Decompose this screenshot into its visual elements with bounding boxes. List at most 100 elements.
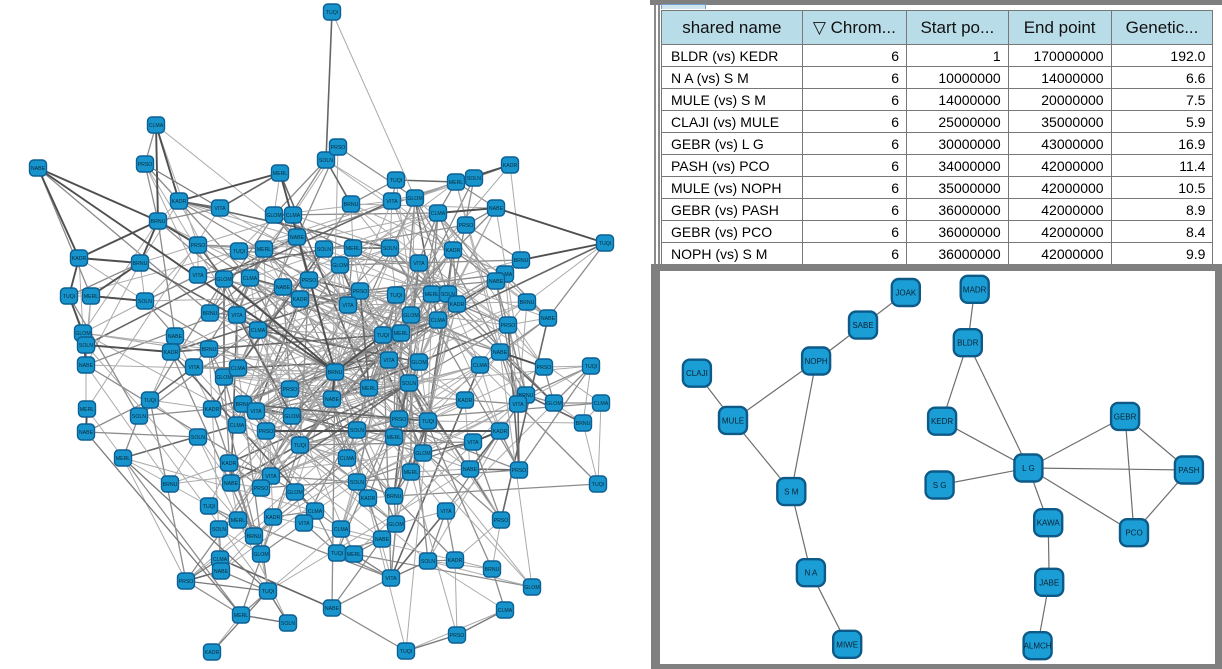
svg-text:MERL: MERL (84, 294, 99, 300)
svg-text:KADR: KADR (293, 297, 308, 303)
svg-text:GLOM: GLOM (403, 313, 418, 319)
svg-text:PRSO: PRSO (494, 518, 509, 524)
svg-text:GLOM: GLOM (407, 196, 422, 202)
svg-text:L G: L G (1022, 464, 1035, 473)
svg-text:TUQI: TUQI (592, 482, 604, 488)
svg-text:TUQI: TUQI (585, 364, 597, 370)
svg-text:CLMA: CLMA (231, 366, 246, 372)
svg-text:KADR: KADR (205, 407, 220, 413)
svg-text:CLMA: CLMA (334, 527, 349, 533)
svg-text:MERL: MERL (425, 292, 440, 298)
svg-text:CLMA: CLMA (230, 423, 245, 429)
svg-text:CLMA: CLMA (286, 213, 301, 219)
svg-text:NABE: NABE (290, 235, 305, 241)
svg-text:KADR: KADR (205, 650, 220, 656)
svg-text:CLMA: CLMA (473, 363, 488, 369)
svg-text:CLMA: CLMA (594, 401, 609, 407)
svg-text:GLOM: GLOM (216, 375, 231, 381)
svg-text:SOLN: SOLN (350, 480, 364, 486)
svg-text:SOLN: SOLN (421, 559, 435, 565)
svg-text:SOLN: SOLN (350, 428, 364, 434)
svg-text:PRSO: PRSO (501, 323, 516, 329)
svg-text:ALMCH: ALMCH (1024, 642, 1052, 651)
svg-text:SOLN: SOLN (132, 414, 146, 420)
svg-text:TUQI: TUQI (390, 293, 402, 299)
svg-text:VITA: VITA (440, 509, 452, 515)
svg-text:GLOM: GLOM (287, 490, 302, 496)
svg-text:VITA: VITA (188, 365, 200, 371)
svg-text:SOLN: SOLN (383, 246, 397, 252)
svg-text:TUQI: TUQI (326, 10, 338, 16)
svg-text:BRNU: BRNU (520, 300, 535, 306)
svg-text:CLAJI: CLAJI (686, 369, 708, 378)
svg-text:GLOM: GLOM (411, 360, 426, 366)
svg-text:MERL: MERL (449, 180, 464, 186)
svg-text:VITA: VITA (265, 474, 277, 480)
svg-text:MERL: MERL (80, 407, 95, 413)
svg-text:GLOM: GLOM (266, 213, 281, 219)
svg-text:MERL: MERL (346, 246, 361, 252)
svg-text:NABE: NABE (489, 206, 504, 212)
svg-text:KADR: KADR (448, 558, 463, 564)
svg-text:PCO: PCO (1125, 529, 1142, 538)
svg-text:TUQI: TUQI (63, 294, 75, 300)
svg-text:BRNU: BRNU (485, 567, 500, 573)
svg-text:TUQI: TUQI (262, 589, 274, 595)
svg-text:PRSO: PRSO (254, 486, 269, 492)
svg-text:MERL: MERL (273, 171, 288, 177)
svg-text:BLDR: BLDR (957, 339, 979, 348)
svg-text:SOLN: SOLN (281, 621, 295, 627)
svg-text:NABE: NABE (224, 481, 239, 487)
svg-text:CLMA: CLMA (149, 123, 164, 129)
svg-text:GEBR: GEBR (1114, 412, 1137, 421)
svg-text:NABE: NABE (541, 316, 556, 322)
svg-text:TUQI: TUQI (233, 249, 245, 255)
svg-text:NABE: NABE (489, 279, 504, 285)
svg-text:MIWE: MIWE (836, 640, 858, 649)
svg-text:CLMA: CLMA (431, 211, 446, 217)
svg-text:SOLN: SOLN (138, 299, 152, 305)
svg-text:PRSO: PRSO (179, 579, 194, 585)
svg-text:MERL: MERL (116, 456, 131, 462)
svg-text:PRSO: PRSO (392, 417, 407, 423)
svg-text:PRSO: PRSO (537, 365, 552, 371)
svg-text:NABE: NABE (463, 467, 478, 473)
svg-text:VITA: VITA (413, 261, 425, 267)
svg-text:VITA: VITA (383, 358, 395, 364)
svg-text:MERL: MERL (347, 552, 362, 558)
svg-text:PRSO: PRSO (259, 429, 274, 435)
svg-text:KADR: KADR (493, 429, 508, 435)
svg-text:MERL: MERL (394, 331, 409, 337)
svg-text:SOLN: SOLN (212, 527, 226, 533)
svg-text:BRNU: BRNU (576, 421, 591, 427)
svg-text:GLOM: GLOM (75, 331, 90, 337)
svg-text:N A: N A (804, 569, 818, 578)
svg-text:CLMA: CLMA (243, 276, 258, 282)
svg-text:BRNU: BRNU (247, 534, 262, 540)
svg-text:VITA: VITA (386, 199, 398, 205)
svg-text:BRNU: BRNU (328, 370, 343, 376)
svg-text:GLOM: GLOM (284, 414, 299, 420)
svg-text:NABE: NABE (79, 363, 94, 369)
svg-text:SOLN: SOLN (79, 343, 93, 349)
svg-text:S M: S M (784, 488, 799, 497)
svg-text:PRSO: PRSO (331, 145, 346, 151)
svg-text:TUQI: TUQI (377, 333, 389, 339)
svg-text:SOLN: SOLN (191, 435, 205, 441)
svg-text:VITA: VITA (512, 402, 524, 408)
svg-text:KADR: KADR (266, 515, 281, 521)
svg-text:VITA: VITA (342, 303, 354, 309)
svg-text:CLMA: CLMA (213, 557, 228, 563)
svg-text:PASH: PASH (1178, 466, 1199, 475)
svg-text:NABE: NABE (31, 166, 46, 172)
svg-text:PRSO: PRSO (191, 243, 206, 249)
svg-text:VITA: VITA (192, 273, 204, 279)
svg-text:KADR: KADR (164, 350, 179, 356)
svg-text:TUQI: TUQI (144, 398, 156, 404)
svg-text:MERL: MERL (257, 247, 272, 253)
svg-text:CLMA: CLMA (308, 509, 323, 515)
svg-text:TUQI: TUQI (422, 419, 434, 425)
svg-text:GLOM: GLOM (524, 585, 539, 591)
svg-text:NABE: NABE (325, 606, 340, 612)
svg-text:PRSO: PRSO (512, 468, 527, 474)
